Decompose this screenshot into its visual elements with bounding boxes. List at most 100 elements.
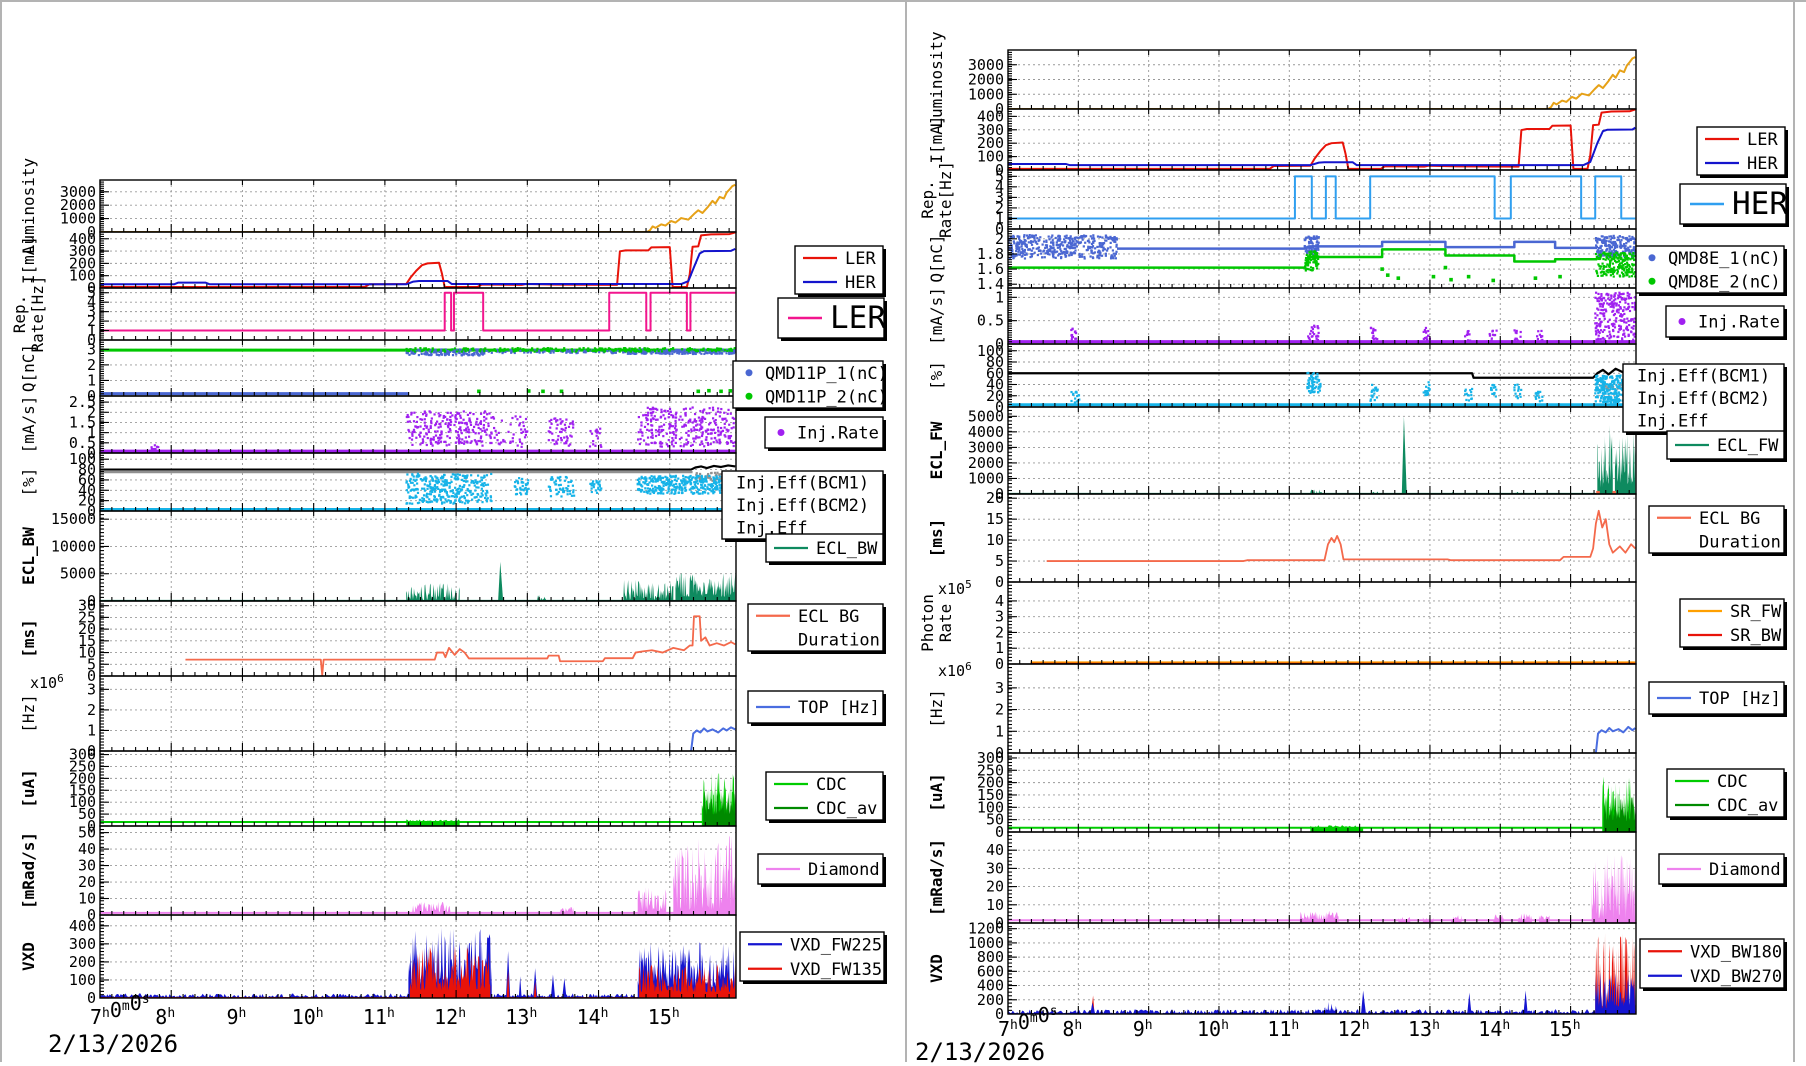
legend-label: VXD_FW135 (790, 960, 882, 980)
ytick-label: 2 (995, 701, 1004, 719)
series-45 (638, 887, 666, 915)
legend-label: Diamond (808, 860, 880, 880)
svg-text:10h: 10h (292, 1005, 324, 1029)
ytick-label: 10 (986, 896, 1004, 914)
ytick-label: 3 (87, 680, 96, 698)
ytick-label: 1 (87, 721, 96, 739)
legend-label: Inj.Eff (1637, 412, 1709, 432)
ytick-label: 200 (69, 953, 96, 971)
legend-label: HER (845, 273, 876, 293)
unit-label: [%] (19, 468, 38, 497)
series-VXD-sp2b (1467, 993, 1471, 1014)
unit-label: [uA] (927, 773, 946, 812)
ytick-label: 3 (87, 340, 96, 358)
legend-ecl-bw-left: ECL_BW (766, 534, 886, 565)
series-18 (1369, 384, 1378, 402)
unit-label: [Hz] (19, 694, 38, 733)
unit-label: [mA/s] (927, 287, 946, 345)
svg-text:8h: 8h (155, 1005, 175, 1029)
unit-label: I[mA] (927, 115, 946, 163)
legend-label: QMD8E_2(nC) (1668, 272, 1781, 292)
svg-text:9h: 9h (227, 1005, 247, 1029)
ytick-label: 3000 (60, 183, 96, 201)
ytick-label: 100 (977, 342, 1004, 360)
ytick-label: 15000 (51, 510, 96, 528)
legend-label: Inj.Eff(BCM2) (736, 496, 869, 516)
unit-label: [Hz] (927, 689, 946, 728)
ytick-label: 1 (995, 639, 1004, 657)
svg-text:13h: 13h (505, 1005, 537, 1029)
ytick-label: 300 (69, 935, 96, 953)
unit-label: VXD (927, 954, 946, 983)
series-inj-eff-bcm1 (1008, 369, 1635, 378)
series-10 (1489, 330, 1498, 342)
svg-text:11h: 11h (363, 1005, 395, 1029)
unit-label: Rate (936, 604, 955, 643)
series-QMD8E_2 (1008, 249, 1597, 267)
legend-qmd8e-right: QMD8E_1(nC)QMD8E_2(nC) (1636, 246, 1787, 296)
series-240 (406, 410, 493, 446)
unit-label: Rep. (918, 180, 937, 219)
ytick-label: 30 (986, 859, 1004, 877)
ytick-label: 400 (69, 917, 96, 935)
ytick-label: 40 (986, 841, 1004, 859)
series-QMD8E_2-drips (1380, 266, 1562, 282)
legend-label: VXD_BW270 (1690, 967, 1782, 987)
legend-ring-ler-left: LER (778, 298, 887, 341)
series-HER-rep-rate (1008, 176, 1635, 218)
series-18 (1423, 381, 1431, 396)
ytick-label: 2 (87, 356, 96, 374)
ytick-label: 3000 (968, 56, 1004, 74)
panel-right-inj-rate: 00.51[mA/s] (927, 287, 1636, 353)
series-20 (559, 907, 573, 915)
series-14 (1513, 384, 1522, 400)
legend-label: ECL BG (1699, 509, 1760, 529)
series-300 (637, 406, 736, 447)
series-40 (1615, 432, 1635, 494)
series-90 (1595, 972, 1635, 1014)
series-40 (1597, 425, 1612, 494)
series-TOP (1596, 727, 1635, 753)
ytick-label: 2 (995, 623, 1004, 641)
unit-label: [%] (927, 361, 946, 390)
series-18 (589, 428, 602, 448)
series-55 (548, 476, 575, 498)
ytick-label: 1200 (968, 920, 1004, 938)
date-left: 2/13/2026 (48, 1030, 178, 1058)
ytick-label: 1 (995, 722, 1004, 740)
series-20 (1324, 1002, 1337, 1014)
legend-label: ECL BG (798, 607, 859, 627)
series-14 (1070, 328, 1077, 341)
ytick-label: 10000 (51, 537, 96, 555)
unit-label: Q[nC] (927, 234, 946, 282)
series-14 (1464, 388, 1473, 402)
legend-label: CDC_av (1717, 796, 1778, 816)
legend-label: Diamond (1709, 860, 1781, 880)
series-110 (673, 836, 735, 915)
ytick-label: 400 (69, 230, 96, 248)
legend-diamond-left: Diamond (758, 854, 886, 887)
legend-qmd11p-left: QMD11P_1(nC)QMD11P_2(nC) (733, 361, 888, 411)
ytick-label: 40 (78, 840, 96, 858)
ytick-label: 20 (986, 878, 1004, 896)
series-QMD8E_1 (1117, 242, 1597, 249)
legend-label: Inj.Eff(BCM2) (1637, 389, 1770, 409)
series-35 (514, 477, 530, 495)
series-HER (100, 249, 735, 284)
series-60 (1306, 372, 1321, 394)
series-420 (1007, 234, 1118, 260)
